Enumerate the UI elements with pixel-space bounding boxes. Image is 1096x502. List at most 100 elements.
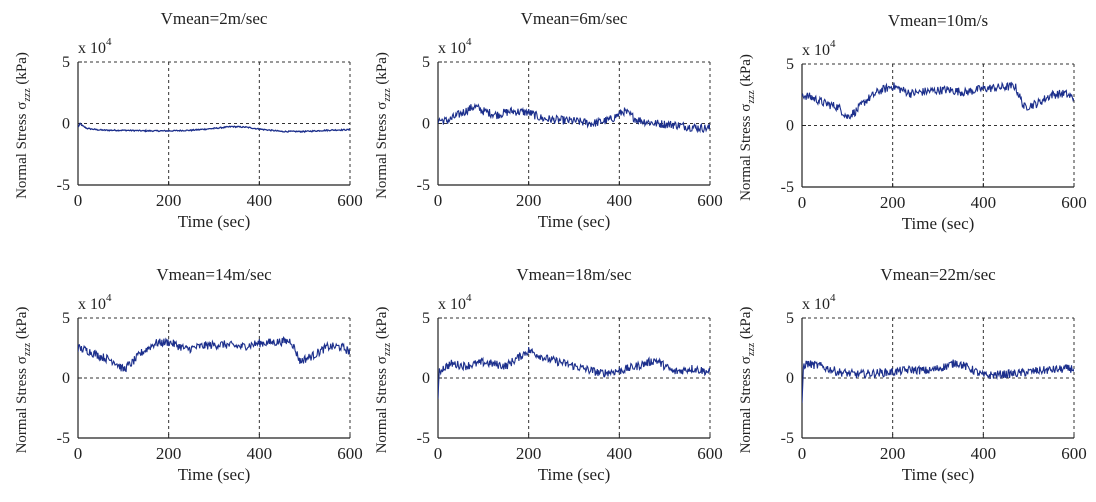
scale-factor-exponent: 4	[466, 36, 472, 48]
y-axis-label: Normal Stress σzzz (kPa)	[14, 307, 33, 454]
x-tick-label: 600	[697, 444, 723, 463]
x-tick-label: 200	[880, 444, 906, 463]
x-tick-label: 400	[971, 444, 997, 463]
y-axis-label-main: Normal Stress σ	[374, 356, 390, 453]
y-axis-label-subscript: zzz	[746, 342, 757, 356]
x-tick-label: 400	[247, 444, 273, 463]
y-tick-label: -5	[781, 430, 794, 447]
y-axis-label-subscript: zzz	[382, 88, 393, 102]
chart-title: Vmean=18m/sec	[516, 265, 632, 284]
x-axis-label: Time (sec)	[902, 465, 975, 484]
y-axis-label-unit: (kPa)	[14, 52, 30, 88]
y-tick-label: 5	[422, 310, 430, 327]
y-axis-label-main: Normal Stress σ	[14, 102, 30, 199]
y-tick-label: 0	[422, 370, 430, 387]
y-tick-label: 5	[62, 54, 70, 71]
x-tick-label: 400	[607, 191, 633, 210]
x-tick-label: 600	[337, 191, 363, 210]
y-axis-label: Normal Stress σzzz (kPa)	[374, 52, 393, 199]
scale-factor-label: x 104	[438, 292, 472, 313]
x-axis-label: Time (sec)	[178, 212, 251, 231]
x-tick-label: 0	[798, 444, 807, 463]
y-tick-label: 0	[62, 116, 70, 133]
y-tick-label: 0	[786, 370, 794, 387]
y-tick-label: -5	[417, 430, 430, 447]
y-tick-label: 5	[62, 310, 70, 327]
y-axis-label: Normal Stress σzzz (kPa)	[738, 54, 757, 201]
y-axis-label-subscript: zzz	[382, 342, 393, 356]
y-axis-label-subscript: zzz	[746, 90, 757, 104]
y-axis-label-main: Normal Stress σ	[14, 356, 30, 453]
scale-factor-exponent: 4	[466, 292, 472, 304]
x-tick-label: 200	[880, 193, 906, 212]
x-tick-label: 0	[74, 444, 83, 463]
scale-factor-exponent: 4	[830, 292, 836, 304]
x-axis-label: Time (sec)	[178, 465, 251, 484]
x-axis-label: Time (sec)	[902, 214, 975, 233]
y-tick-label: 0	[62, 370, 70, 387]
scale-factor-exponent: 4	[106, 292, 112, 304]
x-tick-label: 600	[697, 191, 723, 210]
series-line	[78, 122, 350, 134]
y-tick-label: -5	[57, 430, 70, 447]
chart-title: Vmean=6m/sec	[521, 9, 628, 28]
chart-title: Vmean=22m/sec	[880, 265, 996, 284]
scale-factor-label: x 104	[78, 36, 112, 57]
y-axis-label-subscript: zzz	[22, 342, 33, 356]
scale-factor-exponent: 4	[830, 38, 836, 50]
chart-title: Vmean=14m/sec	[156, 265, 272, 284]
series-line	[802, 359, 1074, 403]
y-axis-label-unit: (kPa)	[14, 307, 30, 343]
y-tick-label: 0	[786, 118, 794, 135]
x-tick-label: 400	[247, 191, 273, 210]
y-axis-label: Normal Stress σzzz (kPa)	[14, 52, 33, 199]
series-line	[438, 347, 710, 399]
x-tick-label: 200	[156, 444, 182, 463]
y-tick-label: 5	[786, 310, 794, 327]
scale-factor-label: x 104	[78, 292, 112, 313]
y-axis-label-unit: (kPa)	[374, 52, 390, 88]
x-tick-label: 0	[798, 193, 807, 212]
series-line	[78, 336, 350, 373]
x-tick-label: 400	[971, 193, 997, 212]
x-tick-label: 0	[74, 191, 83, 210]
x-tick-label: 600	[337, 444, 363, 463]
y-axis-label-unit: (kPa)	[738, 307, 754, 343]
x-tick-label: 0	[434, 191, 443, 210]
x-tick-label: 600	[1061, 444, 1087, 463]
x-tick-label: 0	[434, 444, 443, 463]
y-axis-label-subscript: zzz	[22, 88, 33, 102]
scale-factor-label: x 104	[438, 36, 472, 57]
y-axis-label-unit: (kPa)	[738, 54, 754, 90]
y-tick-label: 0	[422, 116, 430, 133]
scale-factor-label: x 104	[802, 38, 836, 59]
y-axis-label: Normal Stress σzzz (kPa)	[738, 307, 757, 454]
y-axis-label-main: Normal Stress σ	[374, 102, 390, 199]
y-axis-label-unit: (kPa)	[374, 307, 390, 343]
x-axis-label: Time (sec)	[538, 212, 611, 231]
x-tick-label: 600	[1061, 193, 1087, 212]
chart-title: Vmean=2m/sec	[161, 9, 268, 28]
series-line	[438, 102, 710, 134]
x-tick-label: 200	[516, 191, 542, 210]
chart-title: Vmean=10m/s	[888, 11, 988, 30]
y-axis-label-main: Normal Stress σ	[738, 104, 754, 201]
y-tick-label: -5	[781, 179, 794, 196]
y-axis-label-main: Normal Stress σ	[738, 356, 754, 453]
scale-factor-exponent: 4	[106, 36, 112, 48]
scale-factor-label: x 104	[802, 292, 836, 313]
x-tick-label: 200	[516, 444, 542, 463]
series-line	[802, 81, 1074, 120]
y-tick-label: 5	[786, 56, 794, 73]
x-tick-label: 200	[156, 191, 182, 210]
y-tick-label: -5	[57, 177, 70, 194]
x-tick-label: 400	[607, 444, 633, 463]
y-tick-label: 5	[422, 54, 430, 71]
